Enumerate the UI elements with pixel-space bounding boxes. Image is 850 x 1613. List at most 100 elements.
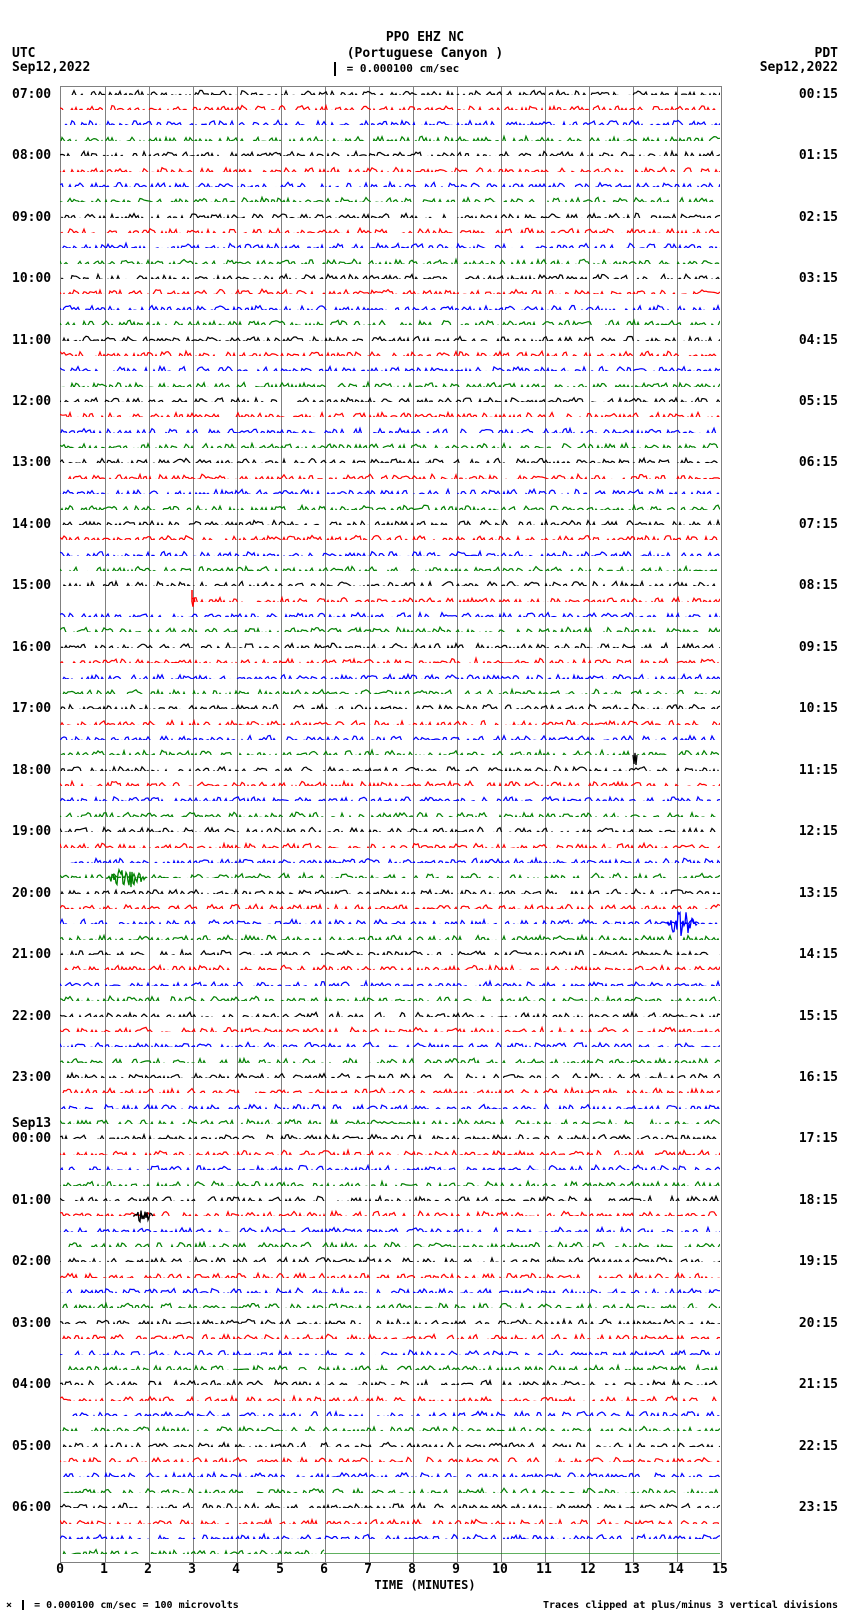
utc-time-label: 04:00 <box>12 1377 51 1392</box>
seismic-trace <box>60 634 720 648</box>
seismic-trace <box>60 956 720 970</box>
pdt-time-label: 10:15 <box>799 701 838 716</box>
footer-scale: × = 0.000100 cm/sec = 100 microvolts <box>6 1600 239 1611</box>
utc-time-label: 15:00 <box>12 578 51 593</box>
seismic-trace <box>60 265 720 279</box>
seismic-trace <box>60 572 720 586</box>
utc-time-label: 23:00 <box>12 1070 51 1085</box>
xtick-label: 11 <box>536 1562 552 1577</box>
seismic-trace <box>60 1202 720 1216</box>
seismic-trace <box>60 142 720 156</box>
seismic-trace <box>60 388 720 402</box>
seismic-trace <box>60 342 720 356</box>
seismic-trace <box>60 403 720 417</box>
pdt-time-label: 00:15 <box>799 87 838 102</box>
utc-time-label: 02:00 <box>12 1254 51 1269</box>
pdt-time-label: 03:15 <box>799 271 838 286</box>
seismic-trace <box>60 1248 720 1262</box>
pdt-time-label: 07:15 <box>799 517 838 532</box>
utc-time-label: 03:00 <box>12 1316 51 1331</box>
xtick-label: 7 <box>364 1562 372 1577</box>
pdt-time-label: 23:15 <box>799 1500 838 1515</box>
seismic-trace <box>60 1110 720 1124</box>
seismic-trace <box>60 1033 720 1047</box>
seismic-trace <box>60 603 720 617</box>
utc-time-label: 06:00 <box>12 1500 51 1515</box>
seismic-trace <box>60 1018 720 1032</box>
seismic-trace <box>60 1448 720 1462</box>
seismic-trace <box>60 1341 720 1355</box>
seismic-trace <box>60 1310 720 1324</box>
seismic-trace <box>60 557 720 571</box>
seismic-trace <box>60 1433 720 1447</box>
utc-time-label: 20:00 <box>12 886 51 901</box>
seismic-trace <box>60 803 720 817</box>
utc-time-label: 12:00 <box>12 394 51 409</box>
seismic-trace <box>60 680 720 694</box>
utc-time-label: 10:00 <box>12 271 51 286</box>
seismic-trace <box>60 1479 720 1493</box>
utc-time-label: 07:00 <box>12 87 51 102</box>
seismic-trace <box>60 880 720 894</box>
pdt-time-label: 01:15 <box>799 148 838 163</box>
seismic-trace <box>60 219 720 233</box>
seismic-trace <box>60 480 720 494</box>
xtick-label: 0 <box>56 1562 64 1577</box>
utc-time-label: 14:00 <box>12 517 51 532</box>
gridline <box>721 87 722 1562</box>
seismic-trace <box>60 1463 720 1477</box>
utc-time-label: 01:00 <box>12 1193 51 1208</box>
seismic-trace <box>60 757 720 771</box>
seismic-trace <box>60 1264 720 1278</box>
seismic-trace <box>60 1187 720 1201</box>
seismic-trace <box>60 1156 720 1170</box>
pdt-time-label: 08:15 <box>799 578 838 593</box>
footer-clip: Traces clipped at plus/minus 3 vertical … <box>543 1600 838 1611</box>
pdt-time-label: 21:15 <box>799 1377 838 1392</box>
xtick-label: 14 <box>668 1562 684 1577</box>
footer-left-text: = 0.000100 cm/sec = 100 microvolts <box>34 1600 239 1611</box>
seismic-trace <box>60 818 720 832</box>
seismic-trace <box>60 941 720 955</box>
seismic-trace <box>60 1510 720 1524</box>
seismic-trace <box>60 972 720 986</box>
seismic-trace <box>60 1325 720 1339</box>
pdt-time-label: 04:15 <box>799 333 838 348</box>
seismic-trace <box>60 1387 720 1401</box>
pdt-time-label: 09:15 <box>799 640 838 655</box>
seismic-trace <box>60 695 720 709</box>
seismic-trace <box>60 96 720 110</box>
seismic-trace <box>60 296 720 310</box>
seismic-trace <box>60 419 720 433</box>
xtick-label: 6 <box>320 1562 328 1577</box>
seismic-trace <box>60 496 720 510</box>
utc-time-label: 16:00 <box>12 640 51 655</box>
seismic-trace <box>60 926 720 940</box>
utc-time-label: 22:00 <box>12 1009 51 1024</box>
seismic-trace <box>60 465 720 479</box>
seismic-trace <box>60 526 720 540</box>
utc-time-label: 11:00 <box>12 333 51 348</box>
pdt-time-label: 12:15 <box>799 824 838 839</box>
xtick-label: 4 <box>232 1562 240 1577</box>
seismic-trace <box>60 1233 720 1247</box>
seismic-trace <box>60 234 720 248</box>
seismic-trace <box>60 1141 720 1155</box>
xtick-label: 8 <box>408 1562 416 1577</box>
seismic-event <box>128 1205 158 1227</box>
seismic-trace <box>60 1079 720 1093</box>
seismic-trace <box>60 311 720 325</box>
utc-time-label: 08:00 <box>12 148 51 163</box>
seismic-trace <box>60 511 720 525</box>
pdt-time-label: 11:15 <box>799 763 838 778</box>
seismic-trace <box>60 357 720 371</box>
utc-time-label: 09:00 <box>12 210 51 225</box>
seismic-trace <box>60 787 720 801</box>
scale-indicator: = 0.000100 cm/sec <box>330 62 459 76</box>
seismic-trace <box>60 711 720 725</box>
timezone-left: UTC <box>12 46 35 61</box>
utc-time-label: 19:00 <box>12 824 51 839</box>
seismic-trace <box>60 188 720 202</box>
xtick-label: 9 <box>452 1562 460 1577</box>
day-break-label: Sep13 <box>12 1116 51 1131</box>
